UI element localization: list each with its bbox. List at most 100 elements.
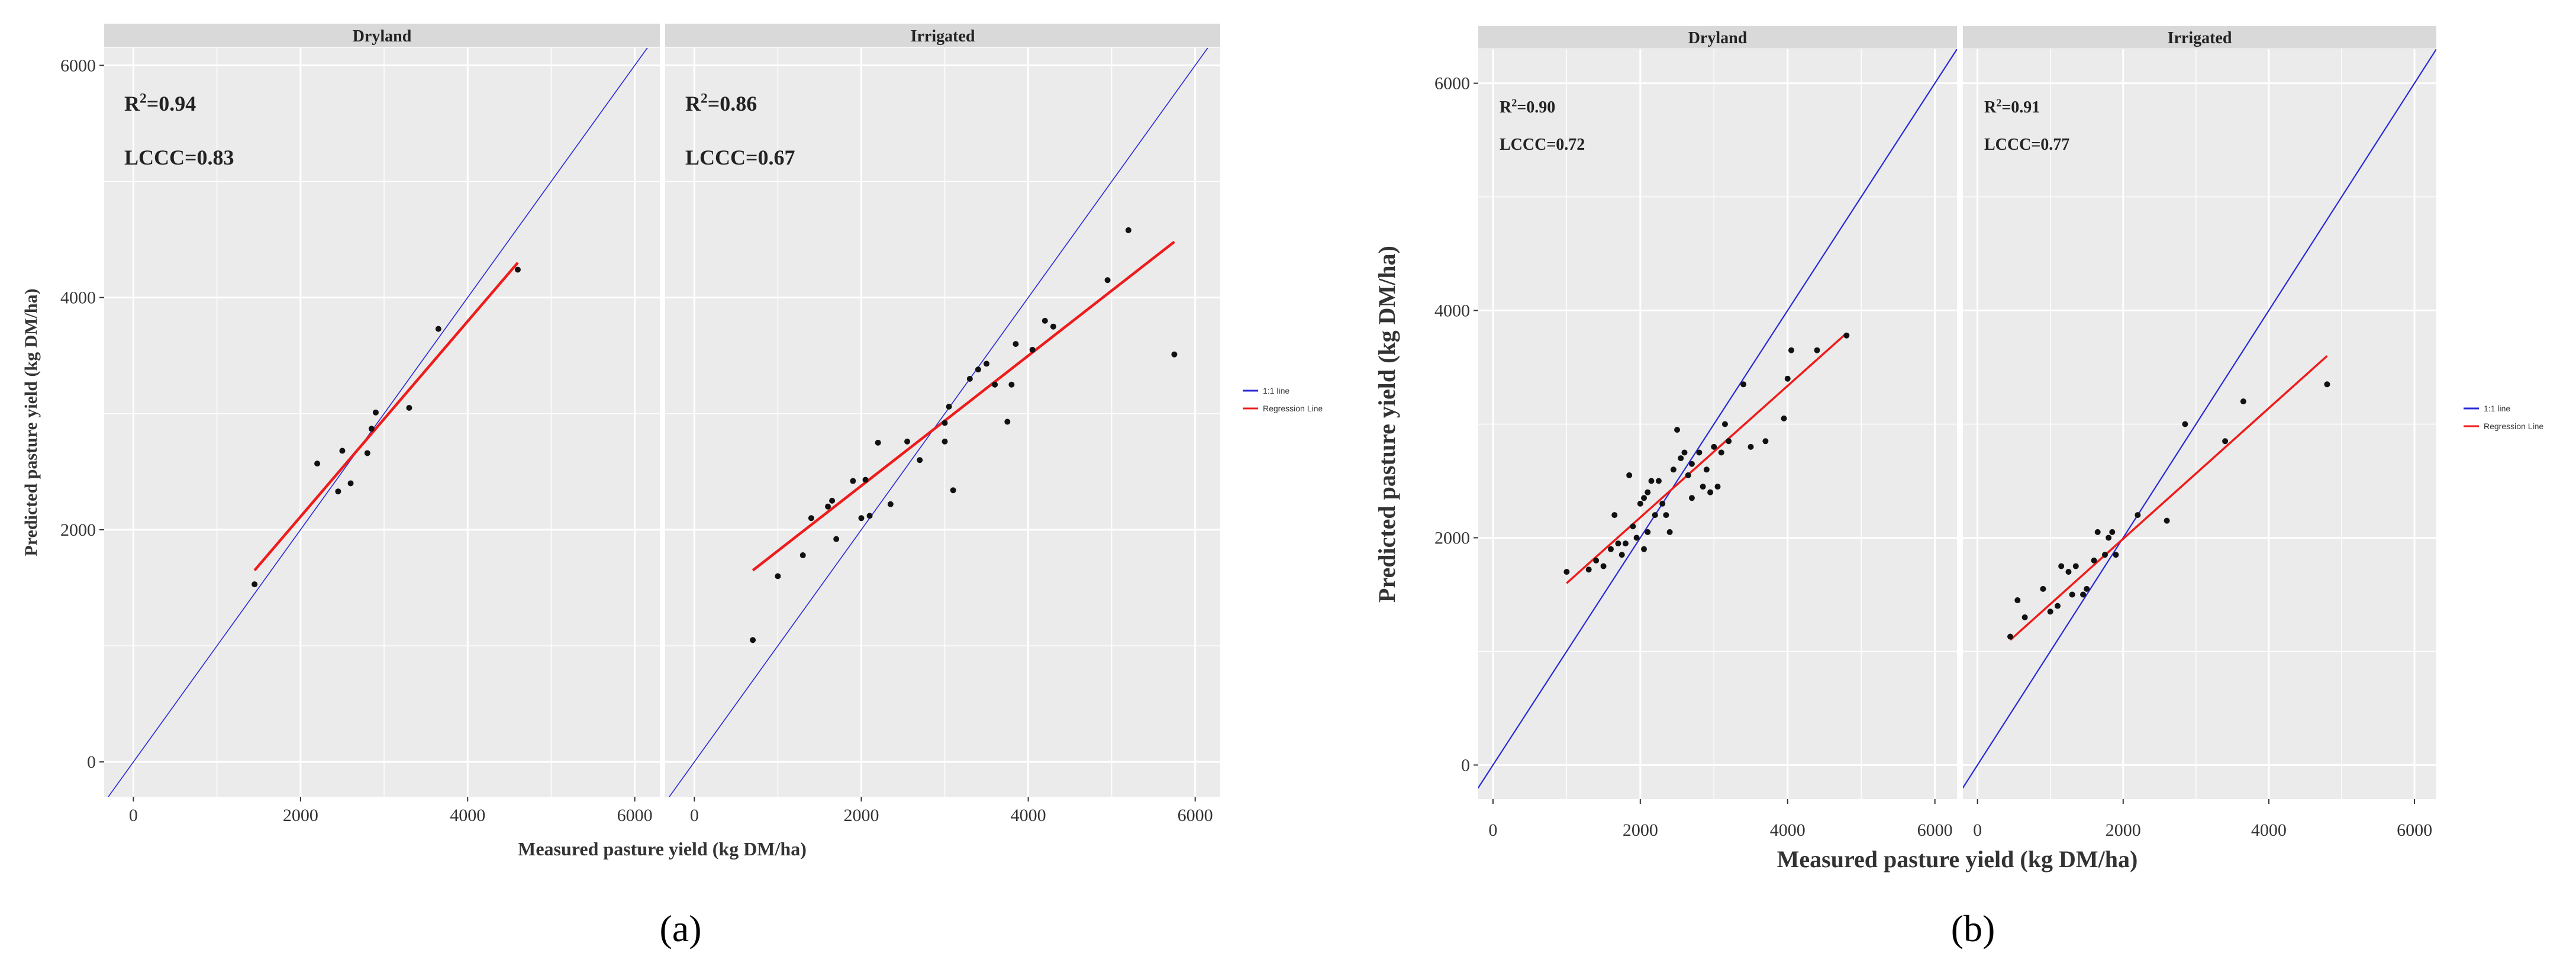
data-point (1125, 227, 1131, 233)
legend: 1:1 line Regression Line (1243, 386, 1323, 413)
lccc-annotation: LCCC=0.72 (1500, 136, 1585, 154)
data-point (2022, 614, 2028, 620)
data-point (1648, 478, 1655, 484)
data-point (1619, 552, 1625, 558)
data-point (2222, 438, 2229, 445)
data-point (2102, 552, 2108, 558)
data-point (514, 266, 521, 273)
data-point (992, 381, 998, 388)
data-point (406, 404, 412, 411)
data-point (1622, 540, 1629, 547)
data-point (799, 552, 806, 559)
legend-label: 1:1 line (1263, 386, 1289, 395)
data-point (2084, 585, 2090, 592)
r2-symbol: R (1984, 98, 1997, 117)
data-point (2058, 563, 2065, 569)
data-layer (1478, 49, 1957, 789)
data-point (1688, 495, 1695, 501)
data-point (364, 450, 370, 456)
data-point (1615, 540, 1621, 547)
data-point (850, 478, 856, 484)
r2-value: =0.94 (147, 92, 196, 115)
x-axis-title: Measured pasture yield (kg DM/ha) (1777, 846, 2138, 873)
y-axis-title: Predicted pasture yield (kg DM/ha) (21, 288, 41, 556)
data-point (1674, 427, 1681, 433)
data-layer (1963, 49, 2436, 789)
y-tick-label: 0 (87, 752, 96, 772)
data-point (1104, 277, 1111, 284)
x-tick-label: 6000 (2397, 820, 2432, 840)
data-point (1670, 466, 1677, 473)
regression-line (2009, 355, 2328, 641)
data-point (950, 487, 956, 494)
figure-panel-label: (b) (1951, 907, 1995, 949)
x-tick-label: 6000 (617, 806, 653, 825)
data-point (942, 420, 948, 426)
data-point (1740, 381, 1747, 388)
data-point (808, 515, 814, 521)
data-point (966, 375, 973, 382)
data-point (1707, 489, 1714, 495)
data-point (1633, 535, 1640, 541)
data-point (1626, 472, 1633, 478)
facet-strip (1963, 26, 2436, 49)
figure-panel-label: (a) (659, 907, 701, 949)
data-point (1726, 438, 1732, 445)
data-point (984, 360, 990, 367)
data-point (335, 488, 341, 495)
x-tick-label: 2000 (2106, 820, 2141, 840)
data-point (1784, 375, 1791, 382)
regression-line (752, 240, 1175, 572)
r2-superscript: 2 (140, 91, 147, 106)
data-point (2240, 398, 2246, 405)
data-point (2007, 633, 2013, 640)
lccc-annotation: LCCC=0.67 (685, 146, 795, 169)
data-point (1008, 381, 1015, 388)
data-point (1013, 341, 1019, 347)
data-point (368, 426, 375, 432)
data-point (775, 573, 781, 580)
identity-line (108, 48, 648, 797)
x-tick-label: 6000 (1917, 820, 1953, 840)
data-point (917, 457, 923, 463)
data-point (2182, 421, 2188, 427)
data-point (314, 461, 321, 467)
x-tick-label: 4000 (450, 806, 485, 825)
data-point (1714, 484, 1721, 490)
data-point (1718, 449, 1724, 456)
data-point (1678, 455, 1684, 462)
data-point (1630, 523, 1636, 530)
legend-label: Regression Line (2484, 421, 2543, 431)
identity-line (669, 48, 1208, 797)
data-point (750, 637, 756, 643)
r2-annotation: R2=0.90 (1500, 96, 1555, 117)
data-point (2072, 563, 2079, 569)
regression-line (253, 262, 519, 572)
data-point (1593, 557, 1600, 564)
data-point (887, 501, 894, 507)
gridlines (104, 48, 660, 797)
x-tick-label: 0 (1488, 820, 1497, 840)
r2-superscript: 2 (1996, 96, 2001, 108)
data-point (1637, 500, 1643, 507)
facet-dryland: Dryland R2=0.90 LCCC=0.72 0 2000 4000 6000 (1478, 26, 1957, 840)
y-tick-label: 0 (1461, 755, 1470, 775)
data-layer (669, 48, 1208, 797)
data-point (2324, 381, 2330, 388)
facet-irrigated: Irrigated R2=0.91 LCCC=0.77 0 2000 4000 6000 (1963, 26, 2436, 840)
data-point (2113, 552, 2119, 558)
data-point (875, 439, 881, 446)
r2-superscript: 2 (1511, 96, 1517, 108)
gridlines (1963, 49, 2436, 799)
x-tick-label: 2000 (1623, 820, 1658, 840)
r2-value: =0.91 (2001, 98, 2040, 117)
data-point (1050, 323, 1056, 330)
data-point (1721, 421, 1728, 427)
data-point (858, 515, 865, 521)
data-point (1696, 449, 1703, 456)
r2-value: =0.86 (708, 92, 757, 115)
data-point (1004, 418, 1011, 425)
